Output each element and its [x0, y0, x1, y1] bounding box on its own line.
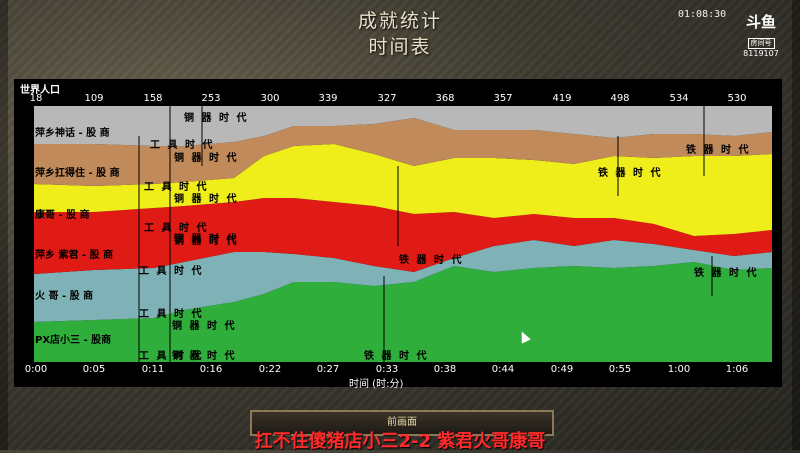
x-tick-label: 1:00: [667, 364, 691, 375]
population-area-chart: [34, 106, 772, 362]
huoge-band: [34, 240, 772, 322]
px-band: [34, 262, 772, 362]
x-tick-label: 0:11: [141, 364, 165, 375]
age-label: 工 具 时 代: [144, 223, 209, 234]
chart-title: 世界人口: [20, 85, 60, 96]
age-label: 铜 器 时 代: [174, 153, 239, 164]
douyu-logo: 斗鱼 房间号 8119107: [738, 13, 784, 58]
age-label: 工 具 时 代: [139, 309, 204, 320]
x-tick-label: 0:16: [199, 364, 223, 375]
x-tick-label: 1:06: [725, 364, 749, 375]
x-tick-label: 0:44: [491, 364, 515, 375]
shenhua-band: [34, 106, 772, 146]
zijun-band: [34, 198, 772, 274]
timeline-panel: 世界人口 18 109 158 253 300 339 327 368 357 419 498 534…: [14, 79, 782, 390]
player-label: 萍乡扛得住 - 股 商: [35, 168, 120, 179]
top-axis-value: 357: [493, 93, 513, 104]
x-tick-label: 0:55: [608, 364, 632, 375]
stream-clock: 01:08:30: [678, 9, 727, 20]
age-label: 工 具 时 代: [150, 140, 215, 151]
age-label: 工 具 时 代: [144, 182, 209, 193]
top-axis-value: 534: [669, 93, 689, 104]
age-label: 铜 器 时 代: [174, 234, 239, 245]
top-axis-value: 158: [143, 93, 163, 104]
next-screen-button[interactable]: 前画面: [250, 410, 554, 436]
x-tick-label: 0:49: [550, 364, 574, 375]
top-axis-value: 109: [84, 93, 104, 104]
top-axis-value: 419: [552, 93, 572, 104]
x-axis-title: 时间 (时:分): [349, 379, 404, 390]
page-title: 成就统计: [357, 10, 442, 32]
room-label: 房间号: [747, 38, 775, 49]
top-axis-value: 300: [260, 93, 280, 104]
player-label: 萍乡神话 - 股 商: [35, 128, 110, 139]
age-label: 铜 器 时 代: [174, 194, 239, 205]
age-label: 铁 器 时 代: [399, 255, 464, 266]
age-label: 铁 器 时 代: [364, 351, 429, 362]
top-axis-value: 339: [318, 93, 338, 104]
age-label: 铁 器 时 代: [686, 145, 751, 156]
age-label: 铜 器 时 代: [174, 236, 239, 247]
age-label: 铜 器 时 代: [184, 113, 249, 124]
x-tick-label: 0:27: [316, 364, 340, 375]
age-label: 工 具 时 代: [139, 266, 204, 277]
age-label: 铁 器 时 代: [694, 268, 759, 279]
player-label: 火 哥 - 股 商: [35, 291, 94, 302]
top-axis-value: 327: [377, 93, 397, 104]
top-axis-value: 530: [727, 93, 747, 104]
age-label: 工 具 时 代: [139, 351, 204, 362]
douyu-brand: 斗鱼: [745, 13, 776, 31]
room-number: 8119107: [743, 49, 779, 58]
top-axis-value: 498: [610, 93, 630, 104]
page-subtitle: 时间表: [368, 36, 432, 58]
player-label: PX店小三 - 股商: [35, 335, 112, 346]
x-tick-label: 0:33: [375, 364, 399, 375]
stream-subtitle: 扛不住傻猪店小三2-2 紫君火哥康哥: [254, 431, 546, 452]
age-label: 铁 器 时 代: [598, 168, 663, 179]
x-tick-label: 0:22: [258, 364, 282, 375]
x-tick-label: 0:38: [433, 364, 457, 375]
kangge-band: [34, 144, 772, 236]
kangdezhu-band: [34, 118, 772, 186]
age-label: 铜 器 时 代: [172, 321, 237, 332]
top-axis-value: 18: [29, 93, 43, 104]
player-label: 萍乡 紫君 - 股 商: [35, 250, 114, 261]
x-tick-label: 0:00: [24, 364, 48, 375]
x-tick-label: 0:05: [82, 364, 106, 375]
top-axis-value: 368: [435, 93, 455, 104]
age-label: 铜 器 时 代: [172, 351, 237, 362]
top-axis-value: 253: [201, 93, 221, 104]
player-label: 康哥 - 股 商: [35, 210, 90, 221]
